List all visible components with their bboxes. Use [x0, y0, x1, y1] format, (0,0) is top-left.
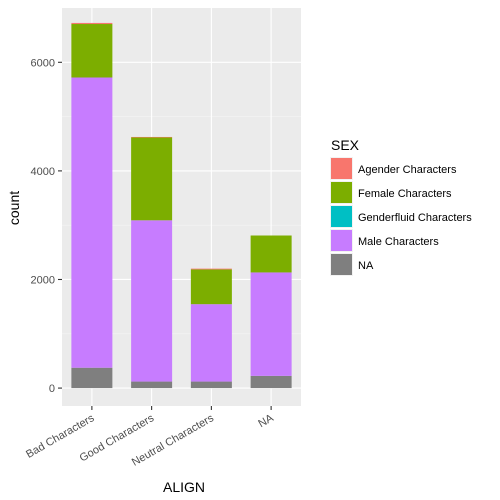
- legend-items: Agender Characters Female Characters Gende…: [330, 157, 472, 276]
- legend: SEX Agender Characters Female Characters G…: [330, 137, 472, 276]
- legend-label: Male Characters: [358, 236, 439, 248]
- bar-segment: [131, 137, 173, 221]
- bar-segment: [190, 381, 232, 389]
- x-axis-title: ALIGN: [163, 479, 205, 495]
- y-axis-title: count: [6, 191, 22, 225]
- legend-label: NA: [358, 260, 374, 272]
- bar-segment: [131, 381, 173, 389]
- legend-key: [331, 230, 352, 251]
- y-tick-label: 4000: [31, 166, 55, 178]
- legend-key: [331, 158, 352, 179]
- legend-key: [331, 182, 352, 203]
- legend-key: [331, 254, 352, 275]
- bar-segment: [250, 272, 292, 376]
- bars: [71, 22, 292, 389]
- legend-key: [331, 206, 352, 227]
- bar-segment: [190, 268, 232, 270]
- bar-segment: [71, 77, 113, 368]
- legend-label: Genderfluid Characters: [358, 212, 472, 224]
- bar-segment: [131, 136, 173, 138]
- bar-segment: [250, 235, 292, 273]
- y-axis: 0 2000 4000 6000: [31, 57, 62, 395]
- y-tick-label: 6000: [31, 57, 55, 69]
- y-tick-label: 0: [49, 383, 55, 395]
- bar-segment: [71, 22, 113, 25]
- bar-segment: [71, 24, 113, 78]
- y-tick-label: 2000: [31, 274, 55, 286]
- bar-segment: [190, 269, 232, 305]
- bar-segment: [71, 367, 113, 389]
- legend-title: SEX: [331, 137, 360, 153]
- bar-segment: [190, 304, 232, 382]
- legend-label: Agender Characters: [358, 164, 457, 176]
- legend-label: Female Characters: [358, 188, 452, 200]
- bar-segment: [131, 220, 173, 382]
- bar-segment: [250, 375, 292, 389]
